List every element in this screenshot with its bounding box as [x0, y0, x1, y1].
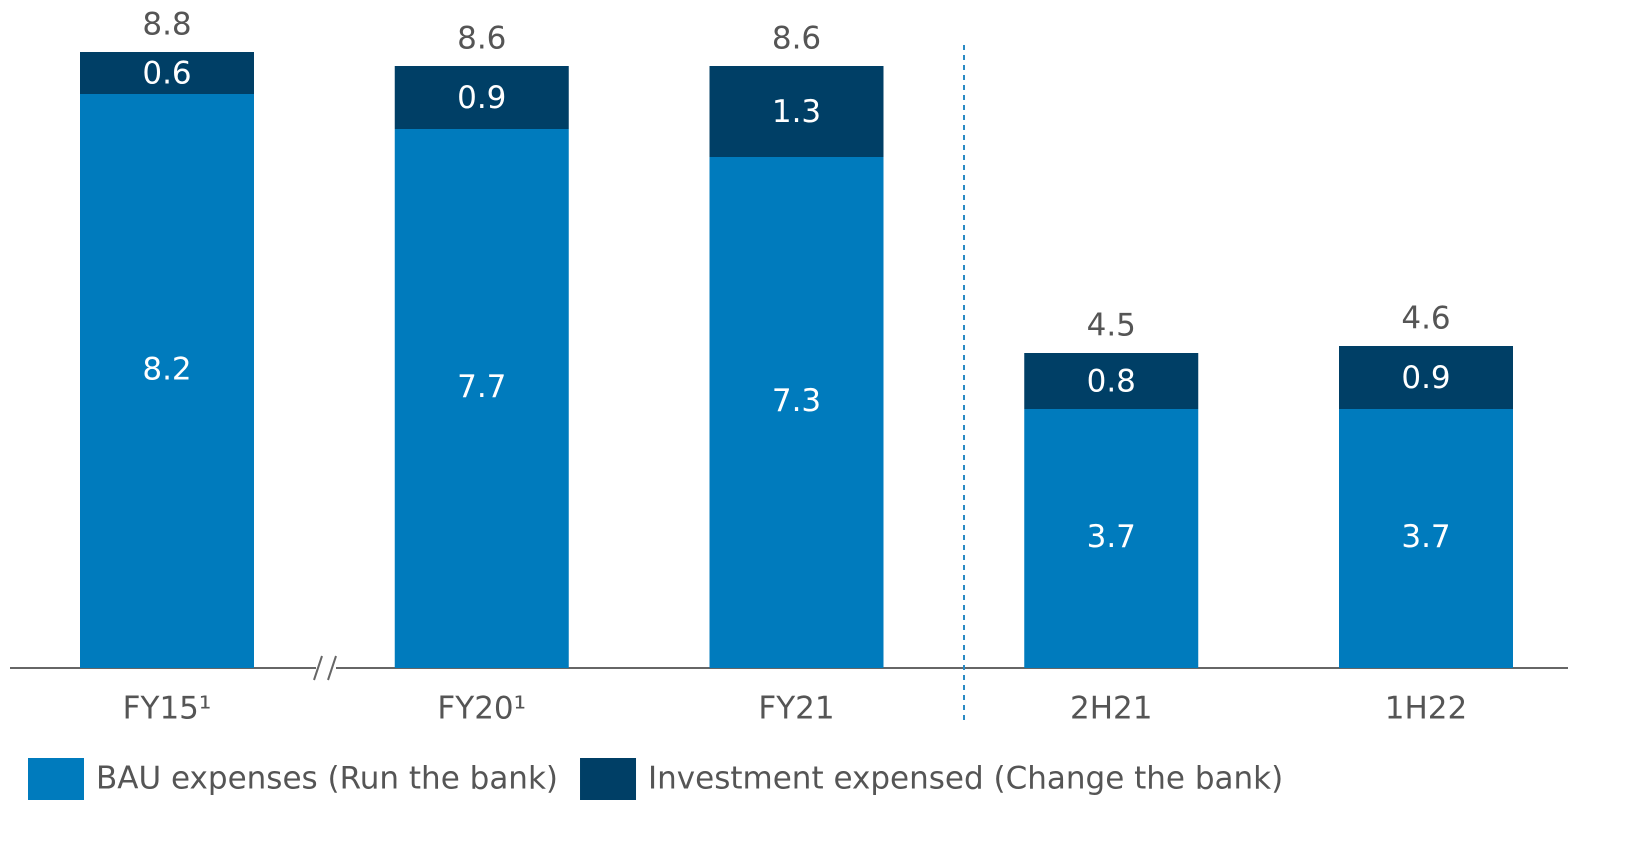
segment-label: 0.9	[457, 80, 506, 116]
x-tick-label: 2H21	[1070, 691, 1152, 727]
legend-label: Investment expensed (Change the bank)	[648, 761, 1283, 797]
legend-label: BAU expenses (Run the bank)	[96, 761, 558, 797]
total-label: 4.6	[1401, 301, 1450, 337]
segment-label: 1.3	[772, 94, 821, 130]
bar-segment	[709, 66, 884, 157]
bar-segment	[709, 157, 884, 668]
total-label: 4.5	[1087, 308, 1136, 344]
total-label: 8.6	[457, 21, 506, 57]
bar-segment	[1339, 346, 1513, 409]
bar-segment	[1024, 353, 1199, 409]
total-label: 8.8	[142, 7, 191, 43]
bar-segment	[80, 94, 254, 668]
total-label: 8.6	[772, 21, 821, 57]
bar-segment	[1024, 409, 1199, 668]
x-tick-label: FY15¹	[123, 691, 212, 727]
bar-segment	[1339, 409, 1513, 668]
segment-label: 0.8	[1087, 364, 1136, 400]
segment-label: 0.6	[142, 56, 191, 92]
axis-break	[313, 655, 323, 681]
x-tick-label: FY20¹	[437, 691, 526, 727]
segment-label: 8.2	[142, 352, 191, 388]
segment-label: 3.7	[1087, 519, 1136, 555]
x-tick-label: FY21	[758, 691, 834, 727]
axis-break	[327, 655, 337, 681]
legend-swatch	[580, 758, 637, 800]
segment-label: 7.7	[457, 369, 506, 405]
segment-label: 7.3	[772, 383, 821, 419]
legend-swatch	[28, 758, 84, 800]
bar-segment	[394, 129, 569, 668]
segment-label: 0.9	[1401, 360, 1450, 396]
x-tick-label: 1H22	[1385, 691, 1467, 727]
bar-segment	[80, 52, 254, 94]
bar-segment	[394, 66, 569, 129]
segment-label: 3.7	[1401, 519, 1450, 555]
